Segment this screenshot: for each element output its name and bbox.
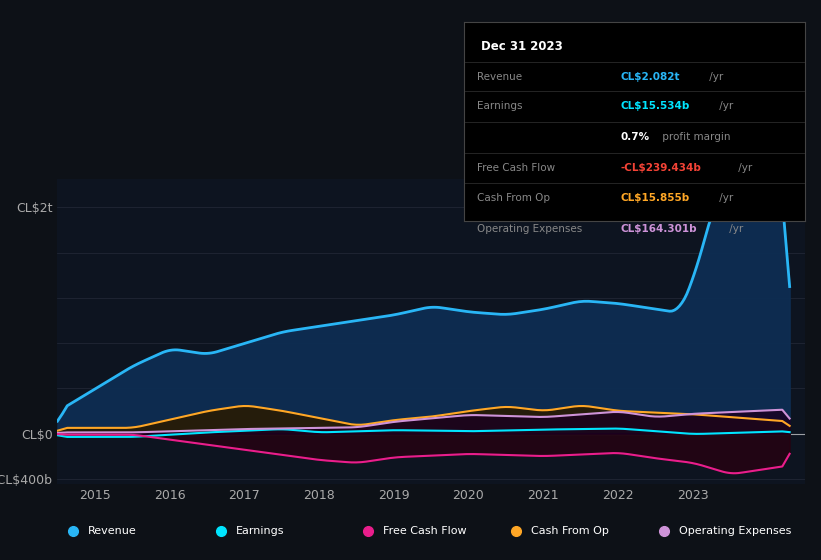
Text: Free Cash Flow: Free Cash Flow <box>383 526 467 535</box>
Text: Operating Expenses: Operating Expenses <box>478 224 583 234</box>
Text: Operating Expenses: Operating Expenses <box>679 526 791 535</box>
Text: Free Cash Flow: Free Cash Flow <box>478 162 556 172</box>
Text: /yr: /yr <box>706 72 723 82</box>
Text: Earnings: Earnings <box>478 101 523 111</box>
Text: CL$2.082t: CL$2.082t <box>621 72 680 82</box>
Text: Dec 31 2023: Dec 31 2023 <box>481 40 562 53</box>
Text: Earnings: Earnings <box>236 526 284 535</box>
Text: CL$15.855b: CL$15.855b <box>621 193 690 203</box>
Text: 0.7%: 0.7% <box>621 132 649 142</box>
Text: /yr: /yr <box>735 162 752 172</box>
Text: Revenue: Revenue <box>88 526 136 535</box>
Text: /yr: /yr <box>716 101 733 111</box>
Text: /yr: /yr <box>726 224 743 234</box>
Text: Cash From Op: Cash From Op <box>478 193 551 203</box>
Text: /yr: /yr <box>716 193 733 203</box>
Text: Cash From Op: Cash From Op <box>531 526 609 535</box>
Text: Revenue: Revenue <box>478 72 523 82</box>
Text: CL$164.301b: CL$164.301b <box>621 224 697 234</box>
Text: profit margin: profit margin <box>658 132 730 142</box>
Text: -CL$239.434b: -CL$239.434b <box>621 162 701 172</box>
Text: CL$15.534b: CL$15.534b <box>621 101 690 111</box>
